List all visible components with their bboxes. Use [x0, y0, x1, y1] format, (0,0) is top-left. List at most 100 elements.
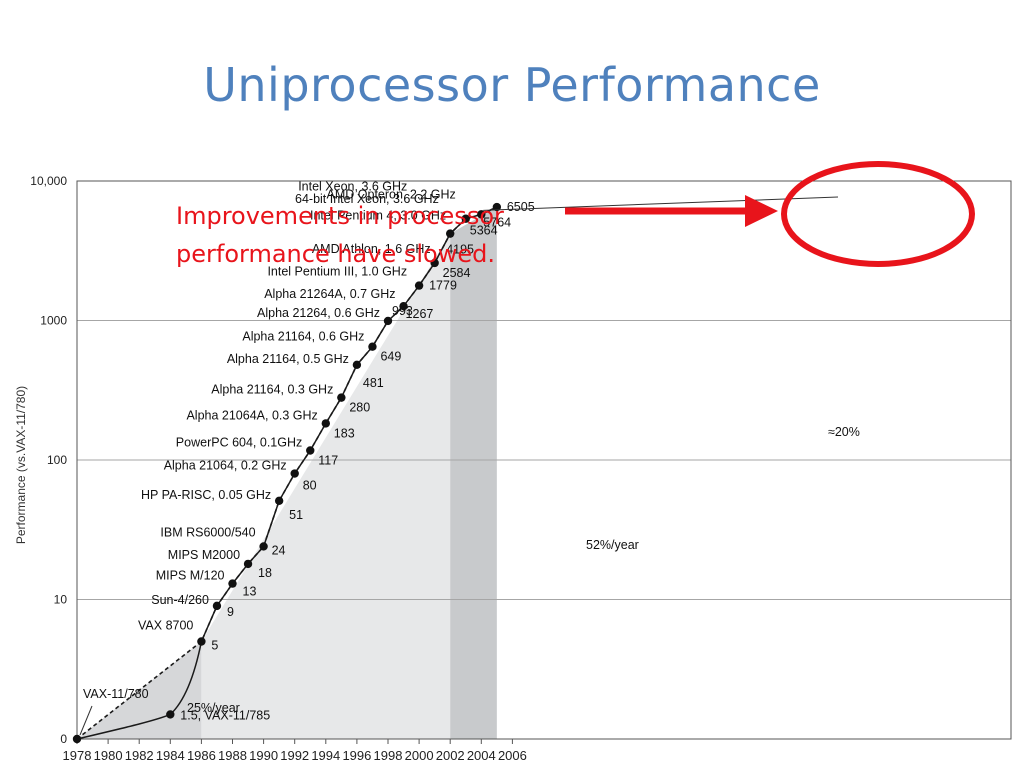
slide-title: Uniprocessor Performance [203, 58, 821, 112]
leader-line [483, 196, 839, 211]
point-value-label: 993 [392, 304, 413, 318]
y-tick-label: 10 [54, 593, 68, 607]
point-name-label: Alpha 21164, 0.6 GHz [242, 330, 364, 344]
point-value-label: 1.5, VAX-11/785 [180, 708, 270, 722]
region-label: 25%/year [187, 701, 240, 715]
data-point [212, 601, 222, 611]
x-tick-label: 1984 [156, 748, 185, 763]
point-name-label: IBM RS6000/540 [160, 525, 255, 539]
point-name-label: Alpha 21064, 0.2 GHz [164, 459, 287, 473]
y-tick-label: 100 [47, 453, 67, 467]
data-point [492, 202, 502, 212]
data-point [399, 301, 408, 311]
point-value-label: 2584 [443, 266, 471, 280]
point-name-label: MIPS M/120 [156, 569, 225, 583]
x-tick-label: 1982 [125, 748, 154, 763]
region-52pct [201, 233, 451, 739]
point-value-label: 80 [303, 479, 317, 493]
y-axis-label: Performance (vs.VAX-11/780) [14, 386, 28, 544]
point-name-label: VAX-11/780 [83, 687, 149, 701]
data-point [337, 393, 346, 402]
x-tick-label: 2006 [498, 748, 527, 763]
point-name-label: Alpha 21264A, 0.7 GHz [264, 287, 395, 301]
point-name-label: Alpha 21064A, 0.3 GHz [186, 408, 317, 422]
data-point [321, 419, 330, 428]
data-point [243, 559, 253, 569]
highlight-arrow-head [745, 195, 778, 227]
point-value-label: 183 [334, 426, 355, 440]
data-point [477, 210, 486, 219]
y-tick-label: 10,000 [30, 174, 67, 188]
performance-curve [76, 206, 498, 740]
point-value-label: 5764 [483, 215, 511, 229]
data-point [461, 214, 470, 223]
point-name-label: Alpha 21164, 0.5 GHz [227, 352, 349, 366]
data-point [446, 229, 455, 238]
point-name-label: Alpha 21264, 0.6 GHz [257, 306, 380, 320]
point-value-label: 5364 [470, 224, 498, 238]
leader-line [79, 705, 93, 736]
point-value-label: 6505 [507, 200, 535, 214]
point-name-label: Intel Pentium III, 1.0 GHz [267, 265, 407, 279]
data-point [228, 579, 237, 588]
x-tick-label: 2004 [467, 748, 496, 763]
region-label: 52%/year [586, 538, 639, 552]
point-name-label: 64-bit Intel Xeon, 3.6 GHz [295, 192, 439, 206]
x-tick-label: 1998 [374, 748, 403, 763]
point-value-label: 1779 [429, 279, 457, 293]
point-value-label: 280 [349, 401, 370, 415]
point-name-label: AMD Athlon, 1.6 GHz [312, 242, 431, 256]
y-tick-label: 0 [60, 732, 67, 746]
point-name-label: Intel Xeon, 3.6 GHz [298, 179, 407, 193]
data-point [166, 710, 175, 719]
data-points [72, 202, 502, 744]
data-point [259, 542, 268, 551]
point-value-label: 24 [272, 543, 286, 557]
point-value-label: 18 [258, 566, 272, 580]
data-point [197, 637, 206, 646]
region-label: ≈20% [828, 425, 860, 439]
point-value-label: 481 [363, 376, 384, 390]
data-point [352, 360, 362, 370]
x-tick-label: 1992 [280, 748, 309, 763]
y-tick-label: 1000 [40, 314, 67, 328]
data-point [72, 734, 82, 744]
point-name-label: Alpha 21164, 0.3 GHz [211, 383, 333, 397]
point-name-label: PowerPC 604, 0.1GHz [176, 435, 302, 449]
region-20pct [450, 207, 497, 739]
point-name-label: HP PA-RISC, 0.05 GHz [141, 488, 271, 502]
data-point [414, 281, 424, 290]
x-tick-label: 1986 [187, 748, 216, 763]
point-value-label: 649 [380, 350, 401, 364]
data-point [306, 446, 315, 455]
point-name-label: AMD Opteron, 2.2 GHz [327, 188, 456, 202]
point-name-label: MIPS M2000 [168, 548, 240, 562]
x-tick-label: 2002 [436, 748, 465, 763]
data-point [430, 258, 439, 268]
axes: 0 10 100 1000 10,000 1978 1980 1982 1984 1986 1988… [14, 174, 1012, 763]
point-value-label: 1267 [406, 307, 434, 321]
point-name-label: VAX 8700 [138, 618, 193, 632]
point-name-label: Intel Pentium 4, 3.0 GHz [310, 209, 446, 223]
point-value-label: 117 [318, 453, 338, 467]
highlight-ellipse [781, 161, 975, 267]
data-point [290, 469, 299, 478]
data-point [368, 342, 377, 351]
slowdown-note: Improvements in processor performance ha… [176, 197, 504, 273]
x-tick-label: 1990 [249, 748, 278, 763]
data-point [383, 316, 393, 326]
growth-regions [77, 207, 497, 739]
note-line-2: performance have slowed. [176, 240, 495, 268]
note-line-1: Improvements in processor [176, 202, 504, 230]
x-tick-label: 1994 [311, 748, 340, 763]
x-tick-label: 1988 [218, 748, 247, 763]
x-tick-label: 1978 [63, 748, 92, 763]
x-tick-label: 2000 [405, 748, 434, 763]
point-value-label: 51 [289, 508, 303, 522]
plot-frame [76, 180, 1012, 740]
point-value-label: 13 [243, 585, 257, 599]
point-value-label: 4195 [446, 243, 474, 257]
point-labels: 1.5, VAX-11/785 VAX 8700 5 Sun-4/260 9 MIPS M… [138, 179, 535, 722]
annotations: VAX-11/780 25%/year 52%/year ≈20% [79, 161, 975, 736]
x-tick-label: 1980 [94, 748, 123, 763]
